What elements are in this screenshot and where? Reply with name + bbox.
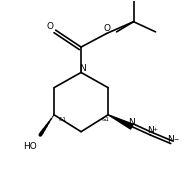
Text: +: +: [152, 127, 158, 132]
Text: N: N: [128, 118, 135, 127]
Text: O: O: [46, 22, 53, 31]
Polygon shape: [108, 115, 133, 129]
Text: &1: &1: [101, 117, 109, 122]
Text: N: N: [147, 126, 154, 135]
Text: N: N: [167, 135, 174, 144]
Text: O: O: [104, 24, 111, 33]
Text: N: N: [79, 64, 86, 73]
Text: HO: HO: [24, 142, 37, 151]
Text: &1: &1: [59, 117, 67, 122]
Text: −: −: [173, 137, 178, 142]
